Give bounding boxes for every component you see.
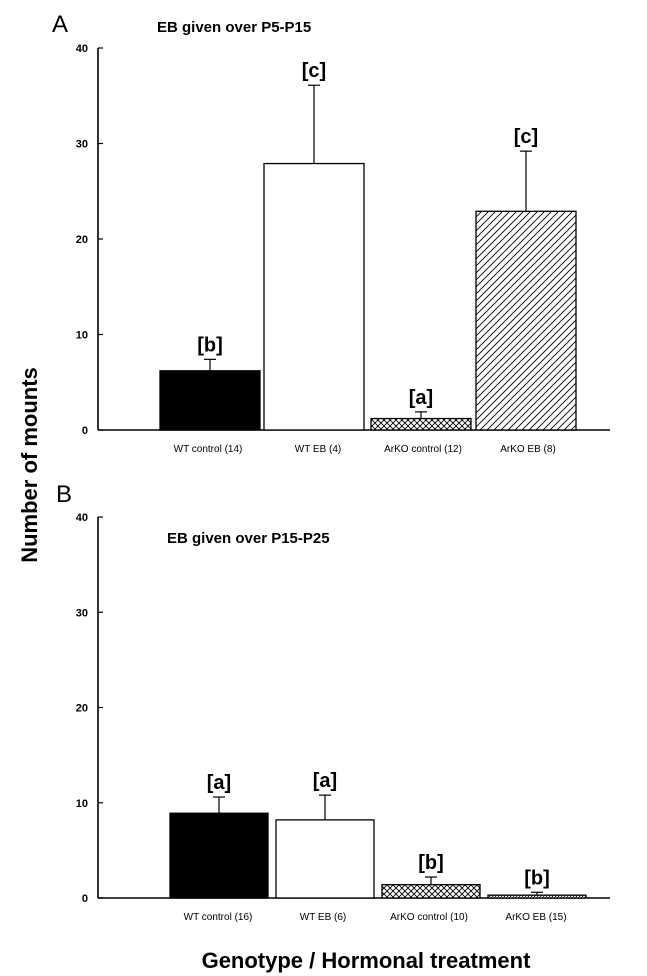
y-tick-label: 40 — [76, 512, 88, 524]
x-axis-label: Genotype / Hormonal treatment — [202, 948, 532, 973]
significance-label: [c] — [514, 126, 538, 148]
bar — [370, 417, 472, 431]
significance-label: [b] — [524, 867, 550, 889]
y-tick-label: 10 — [76, 330, 88, 342]
bar — [263, 162, 365, 431]
panel-b-chart: 0 10 20 30 40 [a] WT control (16) [a] WT EB (6) [… — [76, 512, 610, 923]
category-label: WT control (16) — [184, 912, 253, 923]
bar — [475, 210, 577, 431]
significance-label: [a] — [313, 770, 337, 792]
significance-label: [a] — [409, 387, 433, 409]
y-tick-label: 40 — [76, 43, 88, 55]
significance-label: [c] — [302, 60, 326, 82]
category-label: ArKO control (10) — [390, 912, 468, 923]
category-label: WT control (14) — [174, 444, 243, 455]
panel-b-title: EB given over P15-P25 — [167, 530, 330, 547]
panel-b-letter: B — [56, 481, 72, 508]
bar — [169, 812, 269, 899]
y-tick-label: 20 — [76, 703, 88, 715]
bar — [159, 370, 261, 431]
panel-a-title: EB given over P5-P15 — [157, 19, 311, 36]
category-label: WT EB (6) — [300, 912, 346, 923]
bar — [275, 819, 375, 899]
significance-label: [a] — [207, 772, 231, 794]
y-tick-label: 20 — [76, 234, 88, 246]
panel-a-chart: 0 10 20 30 40 [b] WT control (14) [c] WT EB (4) [… — [76, 43, 610, 455]
category-label: ArKO control (12) — [384, 444, 462, 455]
y-tick-label: 10 — [76, 798, 88, 810]
category-label: ArKO EB (8) — [500, 444, 556, 455]
significance-label: [b] — [197, 334, 223, 356]
y-tick-label: 0 — [82, 425, 88, 437]
y-tick-label: 0 — [82, 893, 88, 905]
category-label: ArKO EB (15) — [505, 912, 566, 923]
bar — [487, 894, 587, 899]
panel-a-letter: A — [52, 11, 68, 38]
y-tick-label: 30 — [76, 139, 88, 151]
significance-label: [b] — [418, 852, 444, 874]
bar — [381, 884, 481, 899]
y-axis-label: Number of mounts — [17, 367, 42, 563]
category-label: WT EB (4) — [295, 444, 341, 455]
y-tick-label: 30 — [76, 607, 88, 619]
